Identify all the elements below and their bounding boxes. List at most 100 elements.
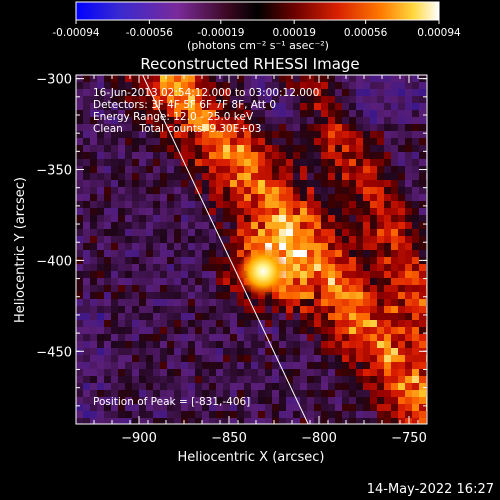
heatmap-cell (146, 376, 154, 384)
heatmap-cell (251, 159, 259, 167)
heatmap-cell (244, 306, 252, 314)
heatmap-cell (132, 159, 140, 167)
heatmap-cell (265, 194, 273, 202)
heatmap-cell (104, 82, 112, 90)
heatmap-cell (195, 327, 203, 335)
heatmap-cell (307, 320, 315, 328)
heatmap-cell (160, 117, 168, 125)
heatmap-cell (139, 145, 147, 153)
heatmap-cell (349, 355, 357, 363)
heatmap-cell (251, 334, 259, 342)
heatmap-cell (272, 159, 280, 167)
heatmap-cell (125, 418, 133, 424)
heatmap-cell (216, 124, 224, 132)
heatmap-cell (356, 145, 364, 153)
heatmap-cell (188, 117, 196, 125)
heatmap-cell (76, 138, 84, 146)
heatmap-cell (377, 369, 385, 377)
heatmap-cell (258, 194, 266, 202)
heatmap-cell (391, 103, 399, 111)
heatmap-cell (265, 313, 273, 321)
heatmap-cell (118, 243, 126, 251)
heatmap-cell (195, 117, 203, 125)
heatmap-cell (118, 250, 126, 258)
heatmap-cell (244, 117, 252, 125)
heatmap-cell (97, 131, 105, 139)
heatmap-cell (139, 222, 147, 230)
heatmap-cell (286, 313, 294, 321)
heatmap-cell (160, 229, 168, 237)
heatmap-cell (167, 110, 175, 118)
heatmap-cell (293, 82, 301, 90)
heatmap-cell (83, 390, 91, 398)
heatmap-cell (419, 201, 427, 209)
heatmap-cell (356, 313, 364, 321)
heatmap-cell (321, 355, 329, 363)
heatmap-cell (363, 152, 371, 160)
heatmap-cell (76, 145, 84, 153)
heatmap-cell (251, 229, 259, 237)
heatmap-cell (153, 250, 161, 258)
heatmap-cell (335, 264, 343, 272)
heatmap-cell (216, 96, 224, 104)
heatmap-cell (293, 362, 301, 370)
heatmap-cell (335, 411, 343, 419)
heatmap-cell (76, 355, 84, 363)
heatmap-cell (139, 208, 147, 216)
heatmap-cell (307, 404, 315, 412)
heatmap-cell (104, 285, 112, 293)
heatmap-cell (209, 341, 217, 349)
heatmap-cell (181, 292, 189, 300)
heatmap-cell (76, 285, 84, 293)
heatmap-cell (391, 173, 399, 181)
heatmap-cell (405, 411, 413, 419)
heatmap-cell (419, 110, 427, 118)
heatmap-cell (139, 264, 147, 272)
heatmap-cell (90, 166, 98, 174)
heatmap-cell (111, 145, 119, 153)
heatmap-cell (97, 159, 105, 167)
heatmap-cell (398, 131, 406, 139)
heatmap-cell (202, 313, 210, 321)
heatmap-cell (314, 397, 322, 405)
heatmap-cell (377, 103, 385, 111)
heatmap-cell (160, 327, 168, 335)
heatmap-cell (272, 369, 280, 377)
heatmap-cell (153, 138, 161, 146)
heatmap-cell (104, 313, 112, 321)
heatmap-cell (356, 334, 364, 342)
heatmap-cell (188, 194, 196, 202)
heatmap-cell (265, 208, 273, 216)
heatmap-cell (405, 173, 413, 181)
heatmap-cell (321, 152, 329, 160)
heatmap-cell (286, 159, 294, 167)
heatmap-cell (237, 334, 245, 342)
heatmap-cell (167, 292, 175, 300)
heatmap-cell (181, 229, 189, 237)
heatmap-cell (349, 229, 357, 237)
heatmap-cell (174, 124, 182, 132)
heatmap-cell (279, 341, 287, 349)
heatmap-cell (363, 166, 371, 174)
heatmap-cell (321, 82, 329, 90)
heatmap-cell (342, 327, 350, 335)
heatmap-cell (146, 348, 154, 356)
heatmap-cell (230, 103, 238, 111)
heatmap-cell (363, 264, 371, 272)
heatmap-cell (237, 327, 245, 335)
heatmap-cell (335, 369, 343, 377)
heatmap-cell (195, 292, 203, 300)
heatmap-cell (209, 194, 217, 202)
heatmap-cell (265, 404, 273, 412)
heatmap-cell (174, 292, 182, 300)
heatmap-cell (90, 229, 98, 237)
x-tick-label: −750 (391, 431, 427, 446)
heatmap-cell (384, 327, 392, 335)
heatmap-cell (139, 320, 147, 328)
heatmap-cell (230, 201, 238, 209)
heatmap-cell (349, 103, 357, 111)
heatmap-cell (349, 89, 357, 97)
heatmap-cell (412, 138, 420, 146)
heatmap-cell (195, 96, 203, 104)
heatmap-cell (90, 201, 98, 209)
